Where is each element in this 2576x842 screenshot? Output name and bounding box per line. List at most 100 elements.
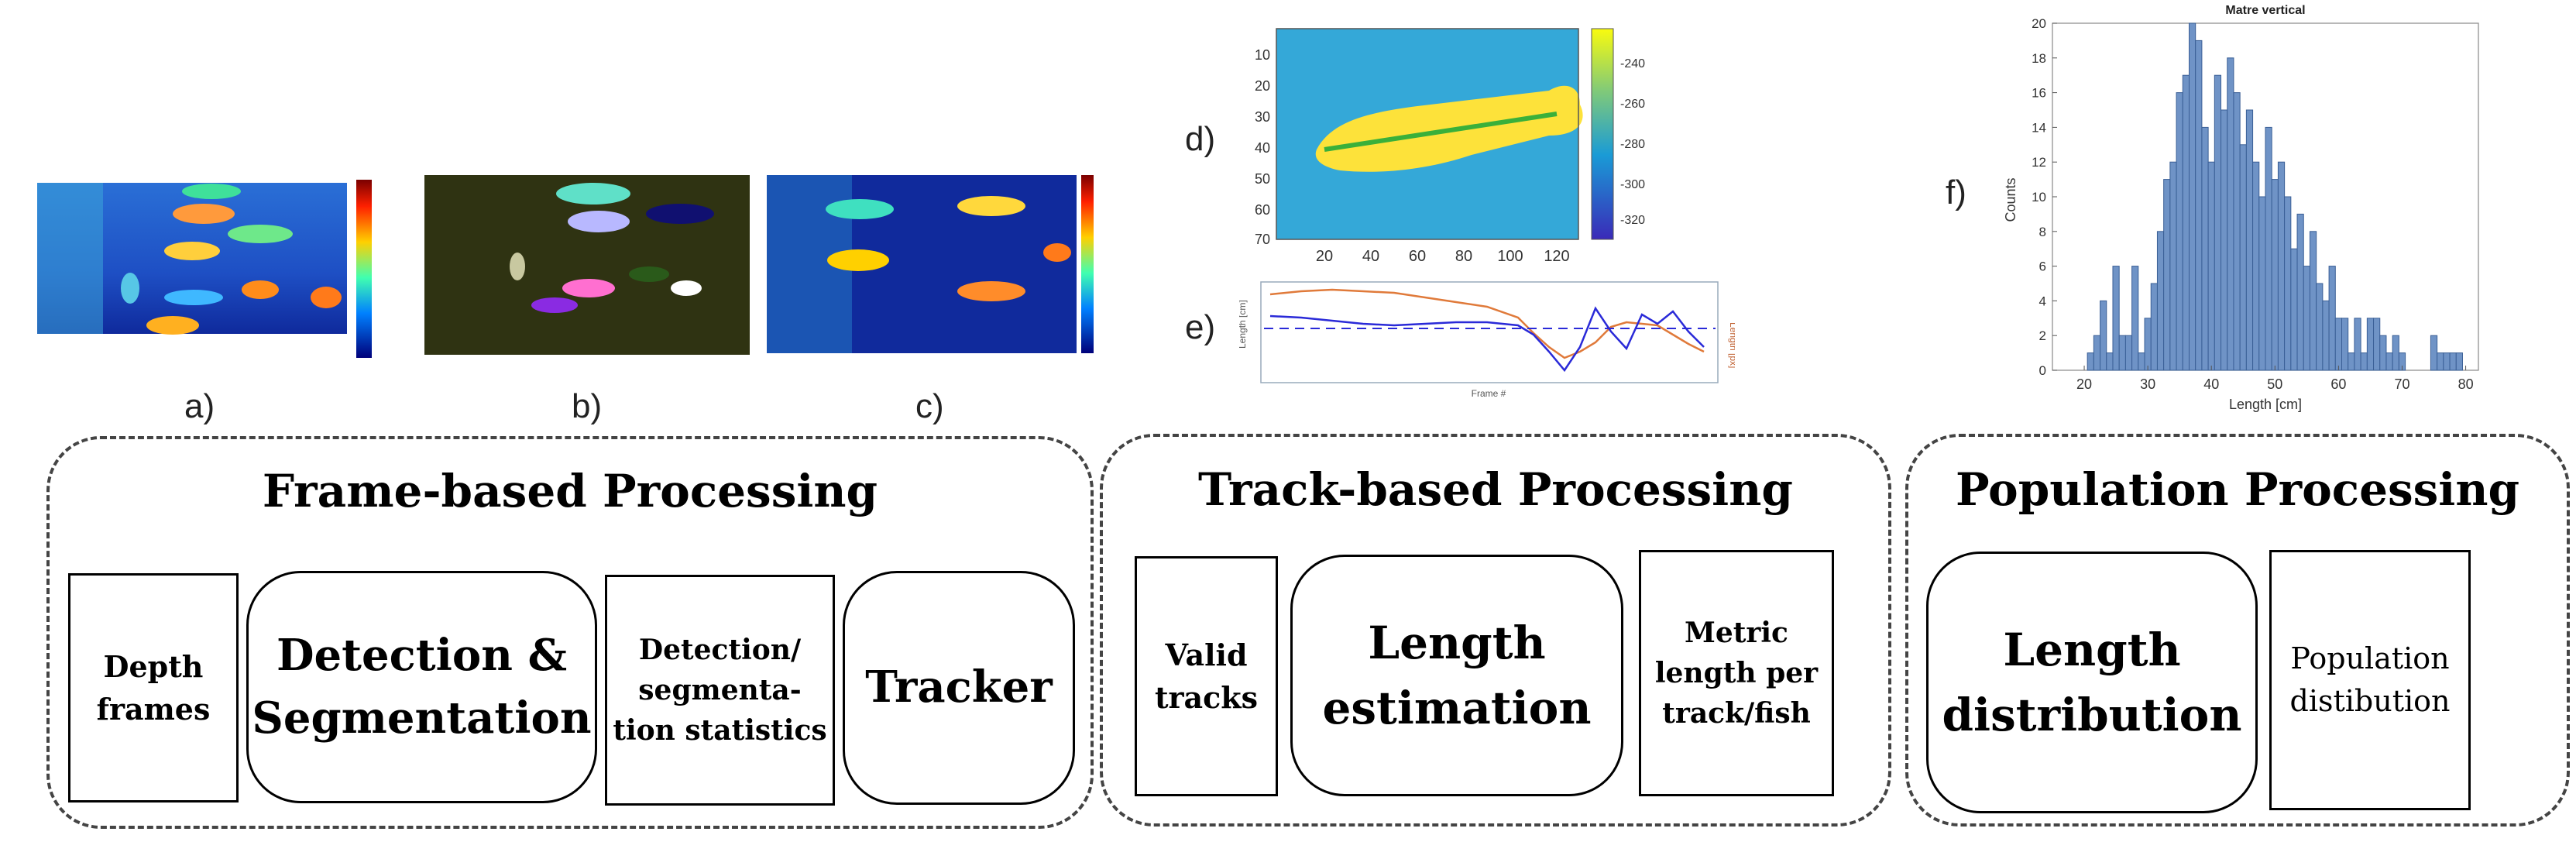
y-tick-label: 70 [1255,232,1270,247]
histogram-y-tick-label: 14 [2032,120,2046,135]
histogram-bar [2207,161,2215,371]
histogram-bar [2124,335,2133,371]
length-distribution-box: Length distribution [1926,552,2258,813]
histogram-bar [2188,22,2196,371]
histogram-bar [2221,109,2228,371]
depth-frame-image [14,174,347,352]
histogram-bar [2163,179,2171,371]
length-cm-series [1269,306,1705,373]
colorbar-tick-label: -240 [1620,57,1645,70]
plot-e-ylabel-right: Length [px] [1728,322,1735,368]
histogram-bar [2334,318,2343,371]
y-tick-label: 50 [1255,171,1270,187]
segmentation-statistics-box: Detection/ segmenta-tion statistics [605,575,835,806]
histogram-bar [2138,352,2145,371]
histogram-bar [2296,213,2304,371]
histogram-bar [2322,300,2330,371]
histogram-bar [2449,352,2457,371]
histogram-bar [2150,283,2158,371]
y-tick-label: 60 [1255,202,1270,218]
segmentation-image [424,175,750,355]
histogram-bar [2354,318,2361,371]
histogram-bar [2156,231,2165,371]
panel-label-b: b) [572,387,603,425]
frame-based-processing-group [46,436,1094,829]
histogram-y-tick-label: 18 [2032,51,2046,66]
histogram-bar [2118,335,2126,371]
histogram-bar [2341,318,2349,371]
histogram-bar [2455,352,2463,371]
histogram-x-tick-label: 60 [2330,376,2346,392]
histogram-bar [2348,352,2355,371]
histogram-y-tick-label: 2 [2039,328,2046,343]
histogram-bar [2309,231,2317,371]
histogram-bar [2265,126,2272,371]
histogram-bar [2100,300,2107,371]
fish-length-plot: 10 20 30 40 50 60 70 20 40 60 80 100 120… [1255,28,1645,265]
histogram-bar [2443,352,2451,371]
histogram-bar [2360,352,2368,371]
plot-e-xlabel: Frame # [1472,388,1506,399]
histogram-bar [2169,161,2177,371]
length-per-frame-plot: Length [cm] Length [px] Frame # [1239,281,1735,399]
histogram-bar [2277,161,2286,371]
histogram-x-tick-label: 20 [2076,376,2092,392]
histogram-bar [2144,318,2152,371]
panel-label-a: a) [184,387,215,425]
histogram-y-tick-label: 10 [2032,190,2046,204]
colorbar-tick-label: -320 [1620,214,1645,227]
histogram-bar [2290,248,2298,371]
population-processing-group [1905,434,2570,827]
tracking-frame-colorbar [1081,175,1094,353]
plot-d-colorbar-ticks: -240 -260 -280 -300 -320 [1620,57,1645,227]
histogram-bar [2271,179,2279,371]
depth-frames-box: Depth frames [68,573,239,802]
histogram-x-tick-label: 80 [2458,376,2474,392]
histogram-y-tick-label: 6 [2039,259,2046,274]
colorbar-tick-label: -260 [1620,98,1645,111]
histogram-y-tick-label: 12 [2032,155,2046,170]
panel-label-e: e) [1185,308,1216,346]
tracking-frame-image [767,175,1077,353]
population-distribution-box: Population distibution [2269,550,2471,810]
y-tick-label: 10 [1255,47,1270,63]
histogram-bar [2373,318,2381,371]
histogram-x-tick-label: 50 [2267,376,2282,392]
histogram-bar [2392,335,2399,371]
length-estimate-line [1324,112,1558,152]
histogram-bar [2252,161,2260,371]
length-estimation-box: Length estimation [1290,555,1623,796]
panel-label-c: c) [915,387,944,425]
histogram-bar [2430,335,2438,371]
length-histogram: Matre vertical Length [cm] Counts 20 30 40… [2003,4,2479,412]
histogram-bar [2176,92,2183,371]
x-tick-label: 40 [1362,248,1379,265]
histogram-x-tick-label: 30 [2140,376,2155,392]
histogram-bar [2093,335,2101,371]
histogram-ylabel: Counts [2003,177,2018,222]
y-tick-label: 20 [1255,78,1270,94]
histogram-bar [2385,352,2393,371]
histogram-y-tick-label: 20 [2032,16,2046,31]
histogram-y-tick-label: 4 [2039,294,2046,308]
histogram-y-tick-label: 0 [2039,363,2046,378]
valid-tracks-box: Valid tracks [1135,556,1278,796]
track-based-processing-group [1100,434,1891,827]
histogram-y-tick-label: 8 [2039,225,2046,239]
x-tick-label: 100 [1497,248,1523,265]
y-tick-label: 40 [1255,140,1270,156]
x-tick-label: 120 [1544,248,1569,265]
histogram-bar [2258,196,2266,371]
y-tick-label: 30 [1255,109,1270,125]
x-tick-label: 60 [1409,248,1426,265]
histogram-bar [2239,144,2247,371]
tracker-box: Tracker [843,571,1075,805]
histogram-bar [2106,352,2114,371]
plot-d-x-ticks: 20 40 60 80 100 120 [1316,248,1570,265]
panel-label-d: d) [1185,120,1216,158]
x-tick-label: 20 [1316,248,1333,265]
histogram-bar [2328,266,2336,371]
histogram-bar [2303,266,2310,371]
histogram-bar [2087,352,2094,371]
histogram-bar [2195,40,2203,371]
